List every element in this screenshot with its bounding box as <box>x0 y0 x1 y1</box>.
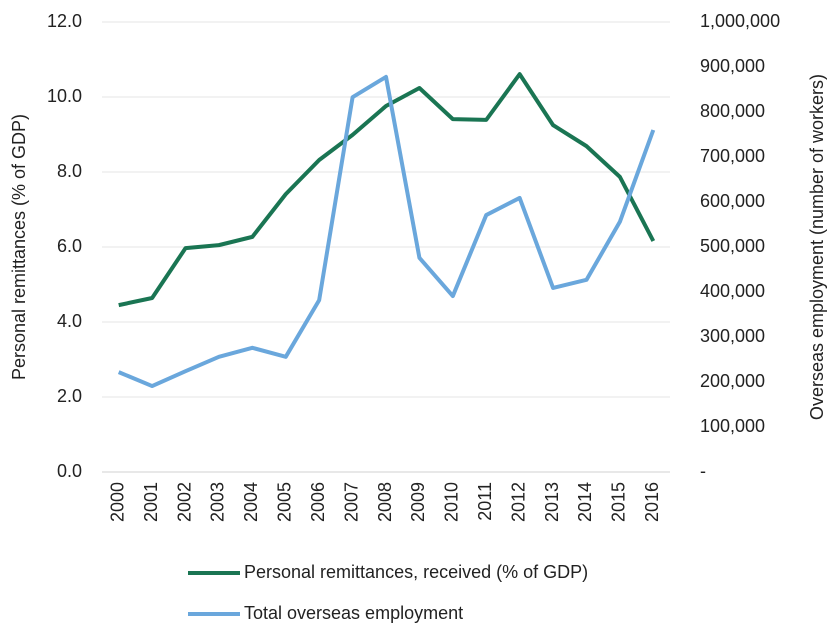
x-tick-label: 2016 <box>642 482 662 522</box>
y-axis-title: Personal remittances (% of GDP) <box>9 114 29 380</box>
x-tick-label: 2008 <box>375 482 395 522</box>
x-tick-label: 2010 <box>442 482 462 522</box>
y2-tick-label: 900,000 <box>700 56 765 76</box>
y2-tick-label: 600,000 <box>700 191 765 211</box>
y-tick-label: 6.0 <box>57 236 82 256</box>
y2-tick-label: 800,000 <box>700 101 765 121</box>
y2-tick-label: 500,000 <box>700 236 765 256</box>
legend-label: Total overseas employment <box>244 603 463 623</box>
x-tick-label: 2013 <box>542 482 562 522</box>
x-tick-label: 2004 <box>241 482 261 522</box>
x-tick-label: 2015 <box>609 482 629 522</box>
x-tick-label: 2002 <box>174 482 194 522</box>
y2-tick-label: 1,000,000 <box>700 11 780 31</box>
x-tick-label: 2014 <box>575 482 595 522</box>
x-tick-label: 2000 <box>107 482 127 522</box>
x-tick-label: 2012 <box>508 482 528 522</box>
y-tick-label: 2.0 <box>57 386 82 406</box>
x-tick-label: 2007 <box>341 482 361 522</box>
y-tick-label: 4.0 <box>57 311 82 331</box>
y-tick-label: 10.0 <box>47 86 82 106</box>
y-tick-label: 0.0 <box>57 461 82 481</box>
legend-label: Personal remittances, received (% of GDP… <box>244 562 588 582</box>
x-tick-label: 2011 <box>475 482 495 521</box>
y2-tick-label: 100,000 <box>700 416 765 436</box>
y-tick-label: 12.0 <box>47 11 82 31</box>
y2-tick-label: 200,000 <box>700 371 765 391</box>
series-line <box>117 74 656 389</box>
x-tick-label: 2009 <box>408 482 428 522</box>
x-tick-label: 2006 <box>308 482 328 522</box>
series-line <box>118 72 656 308</box>
y2-axis-title: Overseas employment (number of workers) <box>807 74 827 420</box>
x-tick-label: 2001 <box>141 482 161 522</box>
y2-tick-label: 300,000 <box>700 326 765 346</box>
y2-tick-label: - <box>700 461 706 481</box>
y2-tick-label: 700,000 <box>700 146 765 166</box>
x-tick-label: 2003 <box>208 482 228 522</box>
y2-tick-label: 400,000 <box>700 281 765 301</box>
y-tick-label: 8.0 <box>57 161 82 181</box>
x-tick-label: 2005 <box>275 482 295 522</box>
